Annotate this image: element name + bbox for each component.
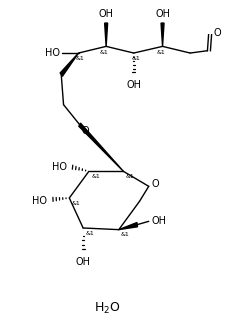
Polygon shape (105, 23, 108, 46)
Text: OH: OH (151, 216, 166, 226)
Text: OH: OH (76, 257, 91, 267)
Text: &1: &1 (121, 232, 130, 237)
Text: &1: &1 (100, 50, 109, 55)
Text: HO: HO (45, 48, 60, 58)
Text: HO: HO (32, 196, 48, 206)
Polygon shape (60, 53, 79, 77)
Polygon shape (161, 23, 164, 46)
Text: &1: &1 (126, 174, 134, 179)
Text: &1: &1 (91, 174, 100, 179)
Text: O: O (213, 28, 221, 38)
Text: &1: &1 (131, 56, 140, 61)
Polygon shape (119, 222, 137, 229)
Text: &1: &1 (72, 201, 80, 206)
Text: H$_2$O: H$_2$O (94, 300, 120, 316)
Text: O: O (82, 126, 90, 136)
Text: O: O (151, 179, 159, 188)
Text: OH: OH (126, 80, 141, 90)
Text: OH: OH (155, 9, 170, 19)
Text: OH: OH (99, 9, 114, 19)
Text: &1: &1 (86, 230, 94, 236)
Text: &1: &1 (156, 50, 165, 55)
Text: &1: &1 (76, 56, 85, 61)
Text: HO: HO (52, 162, 67, 172)
Polygon shape (79, 123, 123, 171)
